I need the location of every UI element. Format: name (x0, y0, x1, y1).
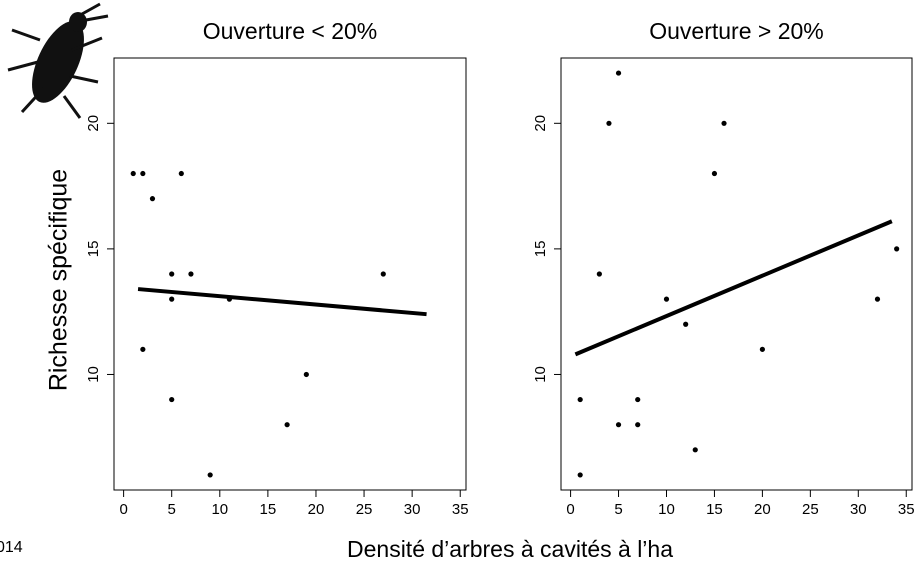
point (577, 396, 583, 403)
x-tick-label: 10 (211, 501, 228, 518)
x-tick-label: 0 (566, 501, 574, 518)
x-tick-label: 25 (356, 501, 373, 518)
trend-line (574, 219, 893, 357)
point (140, 170, 146, 177)
point (606, 120, 612, 126)
y-tick-label: 10 (532, 366, 549, 383)
x-tick-label: 30 (404, 501, 421, 518)
x-tick-label: 0 (119, 501, 127, 518)
point (721, 120, 727, 126)
point (894, 246, 900, 252)
footer-text: 014 (0, 539, 23, 556)
y-tick-label: 20 (532, 115, 549, 132)
point (169, 296, 175, 302)
point (615, 422, 622, 428)
point (683, 321, 689, 327)
y-axis-label: Richesse spécifique (45, 169, 73, 391)
point (303, 371, 309, 378)
x-axis-label: Densité d’arbres à cavités à l’ha (347, 536, 673, 562)
x-tick-label: 20 (754, 501, 771, 518)
point (207, 472, 213, 478)
point (178, 170, 184, 177)
point (759, 346, 765, 352)
y-tick-label: 15 (532, 241, 549, 258)
point (663, 296, 670, 302)
point (169, 271, 175, 277)
y-tick-label: 10 (85, 366, 102, 383)
beetle-icon (7, 2, 109, 119)
trend-line (137, 287, 427, 317)
chart-title: Ouverture > 20% (649, 18, 824, 44)
y-tick-label: 20 (85, 115, 102, 132)
x-tick-label: 15 (706, 501, 723, 518)
point (596, 271, 602, 277)
x-tick-label: 20 (308, 501, 325, 518)
point (874, 296, 881, 302)
x-tick-label: 35 (898, 501, 915, 518)
point (188, 271, 194, 277)
point (140, 346, 146, 352)
point (577, 472, 583, 478)
x-tick-label: 30 (850, 501, 867, 518)
x-tick-label: 5 (168, 501, 176, 518)
point (635, 396, 641, 403)
point (284, 422, 290, 428)
point (169, 396, 175, 403)
plot-frame (560, 57, 913, 491)
point (149, 196, 156, 202)
x-tick-label: 15 (260, 501, 277, 518)
point (380, 271, 386, 277)
point (130, 170, 136, 177)
point (692, 447, 698, 453)
chart-title: Ouverture < 20% (203, 18, 378, 44)
point (711, 170, 718, 177)
point (615, 70, 622, 76)
x-tick-label: 35 (452, 501, 469, 518)
x-tick-label: 10 (658, 501, 675, 518)
y-tick-label: 15 (85, 241, 102, 258)
point (635, 422, 641, 428)
x-tick-label: 5 (614, 501, 622, 518)
x-tick-label: 25 (802, 501, 819, 518)
plot-frame (113, 57, 467, 491)
